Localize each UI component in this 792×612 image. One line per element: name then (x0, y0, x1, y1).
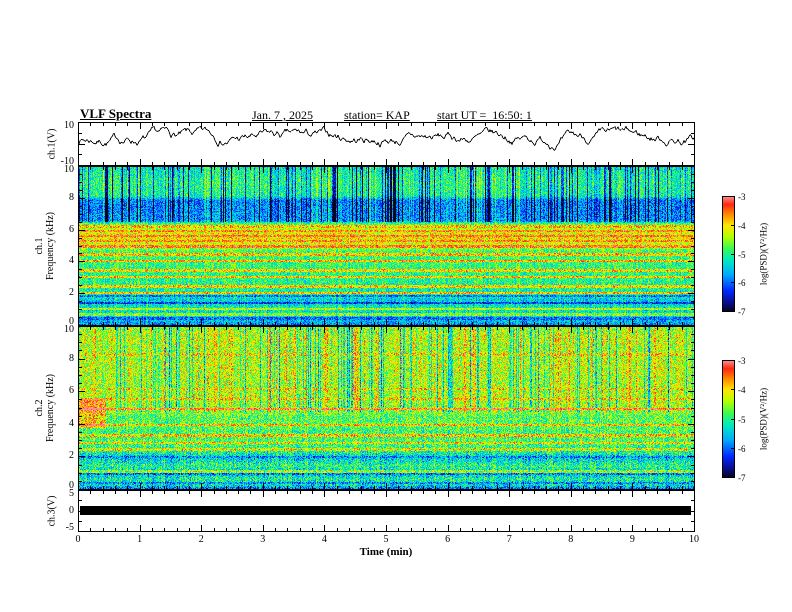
ch2-frequency-axis-label: ch.2 Frequency (kHz) (34, 374, 56, 442)
y-tick-label: 2 (69, 287, 74, 299)
colorbar-tick-label: -3 (738, 192, 746, 202)
colorbar-tick-label: -6 (738, 443, 746, 454)
ch1-frequency-axis-label: ch.1 Frequency (kHz) (34, 212, 56, 280)
x-tick-label: 1 (137, 534, 143, 545)
figure-title: VLF Spectra (80, 106, 152, 121)
y-tick-label: -10 (60, 156, 74, 167)
time-axis-label: Time (min) (359, 546, 413, 558)
station-label: station= KAP (344, 108, 410, 122)
ch1-colorbar (722, 196, 735, 312)
start-ut-label: start UT = 16:50: 1 (437, 108, 532, 122)
ch1-channel-label: ch.1 (34, 237, 45, 255)
colorbar-tick-label: -7 (738, 473, 746, 483)
y-tick-label: 2 (69, 450, 74, 462)
x-tick-label: 8 (568, 534, 574, 545)
y-tick-label: 10 (64, 164, 74, 175)
x-tick-label: 7 (506, 534, 512, 545)
ch2-colorbar (722, 360, 735, 478)
y-tick-label: 5 (69, 488, 74, 499)
x-tick-label: 5 (383, 534, 389, 545)
y-tick-label: 0 (69, 504, 74, 516)
y-tick-label: 0 (69, 480, 74, 491)
ch3-voltage-waveform-panel (78, 490, 695, 532)
ch1-spectrogram-panel (78, 166, 695, 326)
x-tick-label: 9 (629, 534, 635, 545)
y-tick-label: 4 (69, 417, 74, 429)
y-tick-label: 8 (69, 352, 74, 364)
colorbar-tick-label: -7 (738, 307, 746, 317)
ch1-voltage-axis-label: ch.1(V) (46, 128, 58, 160)
colorbar-tick-label: -5 (738, 414, 746, 425)
x-tick-label: 3 (260, 534, 266, 545)
colorbar-tick-label: -4 (738, 220, 746, 231)
x-tick-label: 6 (445, 534, 451, 545)
x-tick-label: 10 (689, 534, 699, 545)
x-tick-label: 2 (198, 534, 204, 545)
frequency-unit-label: Frequency (kHz) (45, 373, 56, 443)
ch2-spectrogram-panel (78, 326, 695, 490)
x-tick-label: 0 (75, 534, 81, 545)
figure-date: Jan. 7 , 2025 (252, 108, 313, 122)
y-tick-label: 4 (69, 255, 74, 267)
y-tick-label: -5 (65, 522, 74, 533)
y-tick-label: 10 (64, 324, 74, 335)
colorbar2-label: log(PSD)(V²/Hz) (758, 387, 769, 451)
y-tick-label: 6 (69, 385, 74, 397)
y-tick-label: 8 (69, 191, 74, 203)
y-tick-label: 6 (69, 223, 74, 235)
ch1-voltage-waveform-panel (78, 122, 695, 166)
colorbar1-label: log(PSD)(V²/Hz) (758, 222, 769, 286)
frequency-unit-label: Frequency (kHz) (45, 211, 56, 281)
colorbar-tick-label: -6 (738, 278, 746, 289)
colorbar-tick-label: -5 (738, 249, 746, 260)
ch2-channel-label: ch.2 (34, 399, 45, 417)
y-tick-label: 0 (69, 316, 74, 327)
colorbar-tick-label: -4 (738, 385, 746, 396)
y-tick-label: 10 (64, 120, 74, 131)
x-tick-label: 4 (321, 534, 327, 545)
colorbar-tick-label: -3 (738, 356, 746, 366)
